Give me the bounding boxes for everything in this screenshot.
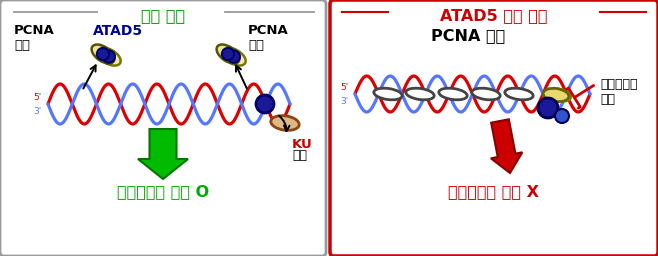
- FancyBboxPatch shape: [0, 0, 326, 256]
- Ellipse shape: [222, 48, 245, 66]
- Circle shape: [228, 50, 240, 63]
- FancyArrow shape: [491, 119, 522, 173]
- Text: 5': 5': [33, 92, 41, 101]
- Text: PCNA
분리: PCNA 분리: [248, 24, 289, 52]
- Text: 3': 3': [33, 106, 41, 115]
- Ellipse shape: [91, 45, 114, 63]
- Ellipse shape: [406, 88, 434, 100]
- Ellipse shape: [505, 88, 533, 100]
- Ellipse shape: [97, 48, 120, 66]
- FancyArrow shape: [138, 129, 188, 179]
- Text: 5': 5': [340, 82, 348, 91]
- Ellipse shape: [374, 88, 402, 100]
- Ellipse shape: [271, 116, 299, 130]
- Text: 상동재조합 복구 X: 상동재조합 복구 X: [449, 184, 540, 199]
- Ellipse shape: [439, 88, 467, 100]
- Circle shape: [97, 48, 109, 60]
- Circle shape: [222, 48, 234, 60]
- Ellipse shape: [543, 88, 569, 102]
- Text: ATAD5: ATAD5: [93, 24, 143, 38]
- Circle shape: [555, 109, 569, 123]
- Ellipse shape: [547, 89, 570, 101]
- Text: PCNA
분리: PCNA 분리: [14, 24, 55, 52]
- Text: PCNA 축적: PCNA 축적: [431, 28, 505, 43]
- Text: 상동재조합 복구 O: 상동재조합 복구 O: [117, 184, 209, 199]
- Text: 단거리절제
방해: 단거리절제 방해: [600, 78, 638, 106]
- Circle shape: [103, 50, 115, 63]
- Circle shape: [538, 98, 558, 118]
- Circle shape: [256, 95, 274, 113]
- Text: KU: KU: [292, 138, 313, 151]
- Ellipse shape: [472, 88, 500, 100]
- Ellipse shape: [216, 45, 240, 63]
- Text: 3': 3': [340, 97, 348, 105]
- Text: 제거: 제거: [292, 149, 307, 162]
- FancyBboxPatch shape: [330, 0, 658, 256]
- Text: 정상 세포: 정상 세포: [141, 8, 185, 23]
- Text: ATAD5 결핍 세포: ATAD5 결핍 세포: [440, 8, 547, 23]
